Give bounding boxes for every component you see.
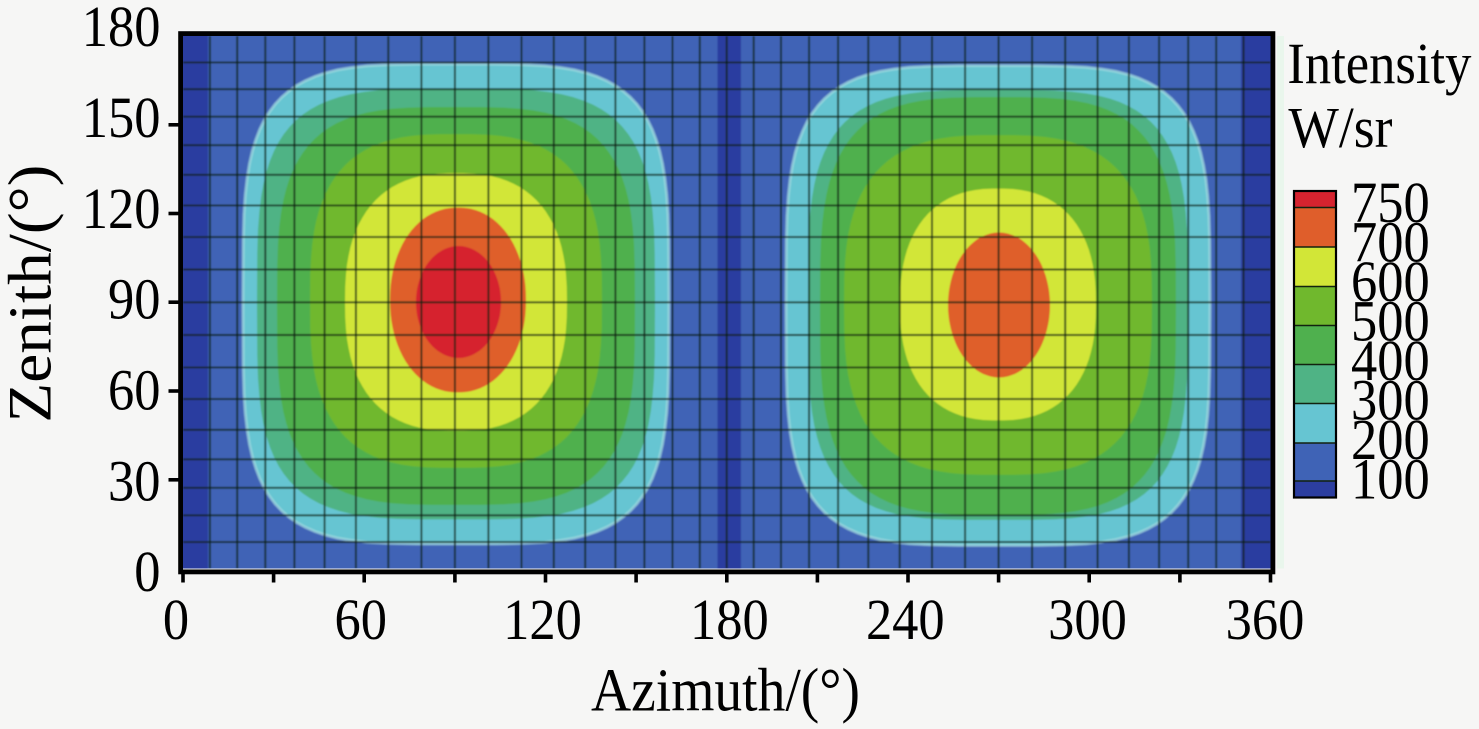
svg-text:300: 300 xyxy=(1048,588,1127,652)
svg-text:120: 120 xyxy=(503,588,582,652)
svg-text:100: 100 xyxy=(1351,447,1430,511)
svg-text:180: 180 xyxy=(82,0,161,59)
svg-text:Zenith/(°): Zenith/(°) xyxy=(0,165,64,423)
svg-text:0: 0 xyxy=(163,588,189,652)
svg-text:90: 90 xyxy=(108,267,160,331)
svg-text:60: 60 xyxy=(108,358,160,422)
svg-text:360: 360 xyxy=(1226,588,1305,652)
svg-text:200: 200 xyxy=(1351,408,1430,472)
svg-text:700: 700 xyxy=(1351,210,1430,274)
svg-text:240: 240 xyxy=(866,588,945,652)
svg-text:0: 0 xyxy=(134,540,160,604)
svg-text:750: 750 xyxy=(1351,171,1430,235)
svg-text:120: 120 xyxy=(82,177,161,241)
svg-text:60: 60 xyxy=(334,588,386,652)
svg-text:180: 180 xyxy=(690,588,769,652)
svg-text:150: 150 xyxy=(82,86,161,150)
svg-text:W/sr: W/sr xyxy=(1288,96,1392,160)
svg-text:600: 600 xyxy=(1351,250,1430,314)
svg-text:Azimuth/(°): Azimuth/(°) xyxy=(591,656,860,724)
svg-text:30: 30 xyxy=(108,449,160,513)
svg-text:400: 400 xyxy=(1351,329,1430,393)
svg-text:300: 300 xyxy=(1351,368,1430,432)
svg-text:Intensity: Intensity xyxy=(1287,32,1471,96)
svg-text:500: 500 xyxy=(1351,289,1430,353)
